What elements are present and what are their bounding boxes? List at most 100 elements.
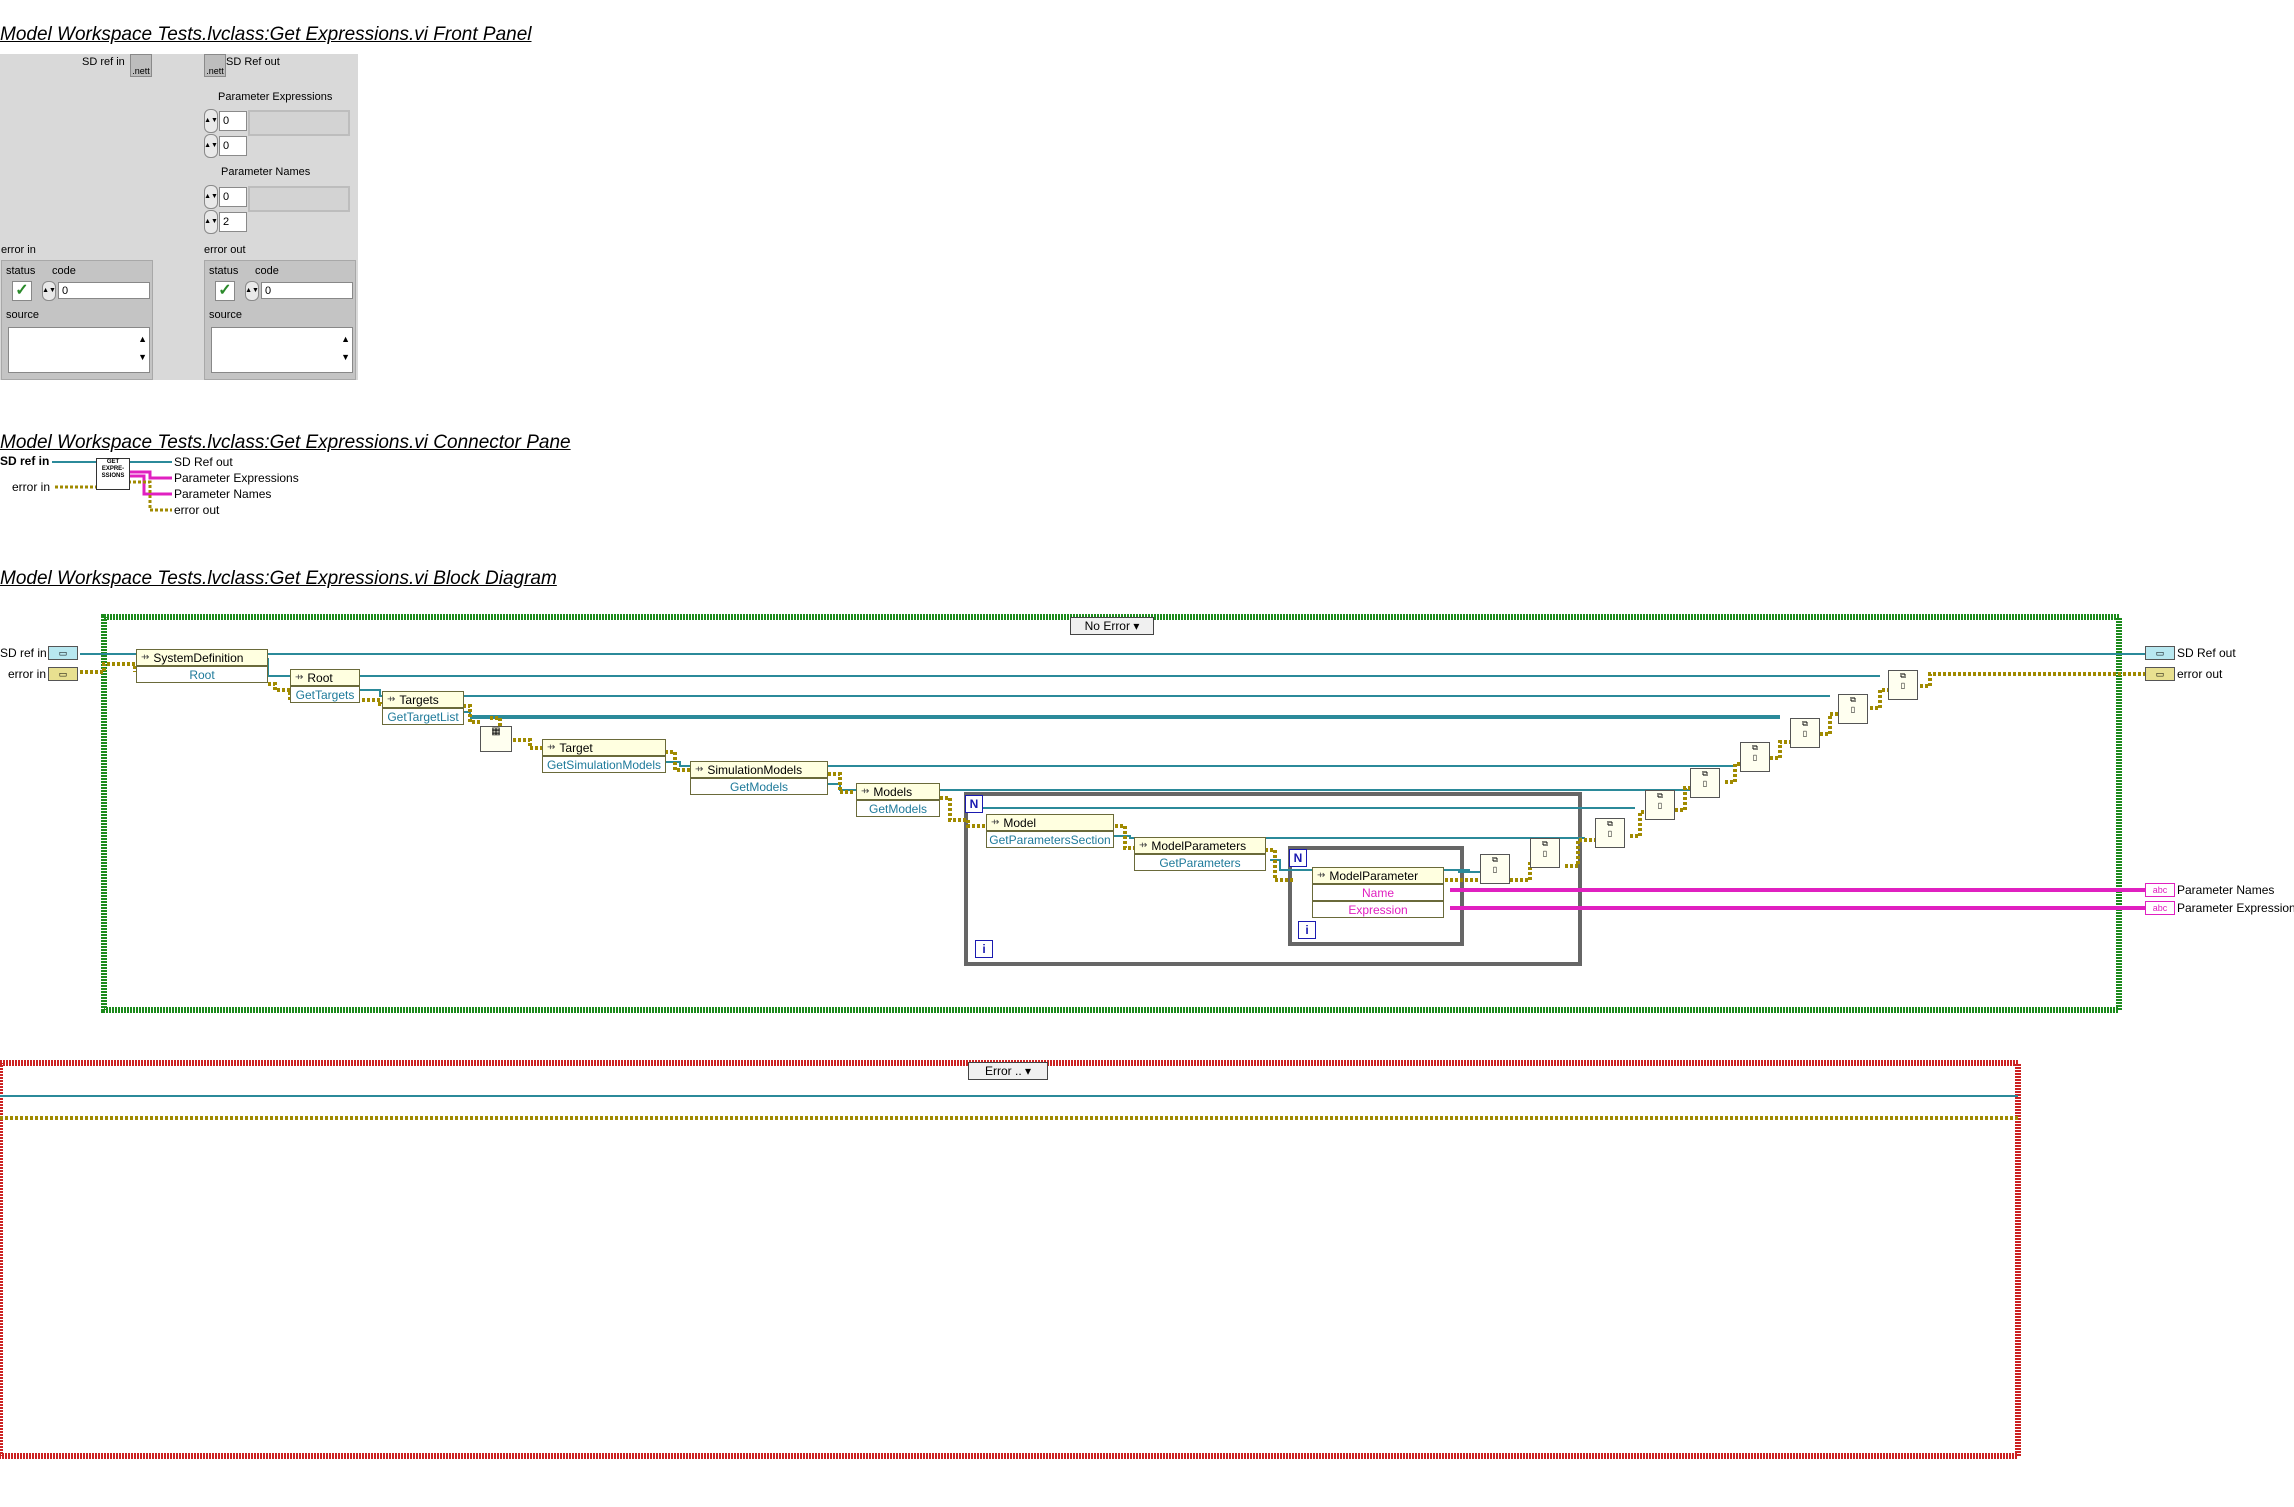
node-label: SystemDefinition [153,650,244,665]
node-system-definition[interactable]: ⇸ SystemDefinition [136,649,268,666]
bd-error-out-label: error out [2177,667,2223,681]
cp-sd-ref-in: SD ref in [0,454,50,468]
node-model-parameter[interactable]: ⇸ ModelParameter [1312,867,1444,884]
spin-icon[interactable]: ▲▼ [204,210,218,234]
node-label: ModelParameter [1329,868,1419,883]
status-check-icon[interactable]: ✓ [12,281,32,301]
node-models[interactable]: ⇸ Models [856,783,940,800]
method-get-target-list[interactable]: GetTargetList [382,708,464,725]
bd-error-in-terminal[interactable]: ▭ [48,667,78,681]
cp-error-in: error in [12,480,51,494]
index-value[interactable]: 2 [219,212,247,232]
spin-icon[interactable]: ▲▼ [204,134,218,158]
bd-param-expr-label: Parameter Expressions [2177,901,2294,915]
cp-error-out: error out [174,503,220,517]
invoke-node-icon: ⇸ [991,817,1000,828]
invoke-node-icon: ⇸ [1139,840,1148,851]
source-label: source [6,309,40,321]
spin-icon[interactable]: ▲▼ [42,281,56,301]
node-targets[interactable]: ⇸ Targets [382,691,464,708]
scroll-arrows-icon[interactable]: ▲ ▼ [341,334,350,362]
close-reference-icon[interactable]: ⧉ ▯ [1690,768,1720,798]
cp-param-names: Parameter Names [174,487,272,501]
method-get-parameters-section[interactable]: GetParametersSection [986,831,1114,848]
invoke-node-icon: ⇸ [547,742,556,753]
for-loop-count-icon: N [1289,849,1307,867]
front-panel-heading: Model Workspace Tests.lvclass:Get Expres… [0,24,532,45]
bd-sd-ref-in-terminal[interactable]: ▭ [48,646,78,660]
node-model[interactable]: ⇸ Model [986,814,1114,831]
bd-param-expr-terminal[interactable]: abc [2145,901,2175,915]
index-array-icon[interactable]: ▦ [480,726,512,752]
case-frame-no-error [101,614,2122,1013]
code-field[interactable]: 0 [58,282,150,299]
param-expr-element [248,110,350,136]
prop-name[interactable]: Name [1312,884,1444,901]
index-value[interactable]: 0 [219,187,247,207]
close-reference-icon[interactable]: ⧉ ▯ [1888,670,1918,700]
close-reference-icon[interactable]: ⧉ ▯ [1790,718,1820,748]
ref-icon-text: .nett [132,66,150,76]
spin-icon[interactable]: ▲▼ [204,109,218,133]
param-expr-index-1[interactable]: ▲▼ 0 [204,109,247,133]
node-label: Models [873,784,913,799]
node-label: Model [1003,815,1037,830]
param-names-index-1[interactable]: ▲▼ 0 [204,185,247,209]
node-label: Root [307,670,333,685]
method-get-models-2[interactable]: GetModels [856,800,940,817]
for-loop-count-icon: N [965,795,983,813]
error-in-cluster[interactable]: status code ✓ ▲▼ 0 source ▲ ▼ [1,260,153,380]
bd-sd-ref-out-terminal[interactable]: ▭ [2145,646,2175,660]
status-label: status [6,265,36,277]
param-expr-label: Parameter Expressions [218,91,333,103]
method-get-simulation-models[interactable]: GetSimulationModels [542,756,666,773]
index-value[interactable]: 0 [219,136,247,156]
scroll-arrows-icon[interactable]: ▲ ▼ [138,334,147,362]
node-label: Target [559,740,593,755]
invoke-node-icon: ⇸ [695,764,704,775]
close-reference-icon[interactable]: ⧉ ▯ [1740,742,1770,772]
case-selector-error[interactable]: Error .. ▾ [968,1062,1048,1080]
ref-icon-text: .nett [206,66,224,76]
status-label: status [209,265,239,277]
prop-root[interactable]: Root [136,666,268,683]
node-label: ModelParameters [1151,838,1247,853]
case-selector-no-error[interactable]: No Error ▾ [1070,617,1154,635]
prop-expression[interactable]: Expression [1312,901,1444,918]
close-reference-icon[interactable]: ⧉ ▯ [1595,818,1625,848]
method-get-models-1[interactable]: GetModels [690,778,828,795]
invoke-node-icon: ⇸ [387,694,396,705]
code-field: 0 [261,282,353,299]
source-field[interactable]: ▲ ▼ [8,327,150,373]
close-reference-icon[interactable]: ⧉ ▯ [1480,854,1510,884]
param-expr-index-2[interactable]: ▲▼ 0 [204,134,247,158]
bd-sd-ref-out-label: SD Ref out [2177,646,2236,660]
method-get-parameters[interactable]: GetParameters [1134,854,1266,871]
for-loop-iteration-icon: i [975,940,993,958]
node-label: SimulationModels [707,762,803,777]
method-get-targets[interactable]: GetTargets [290,686,360,703]
source-field: ▲ ▼ [211,327,353,373]
vi-icon: GET EXPRE-SSIONS [96,458,130,490]
invoke-node-icon: ⇸ [295,672,304,683]
bd-error-in-label: error in [8,667,47,681]
bd-param-names-terminal[interactable]: abc [2145,883,2175,897]
connector-pane-heading: Model Workspace Tests.lvclass:Get Expres… [0,432,571,453]
bd-error-out-terminal[interactable]: ▭ [2145,667,2175,681]
cp-param-expr: Parameter Expressions [174,471,299,485]
node-target[interactable]: ⇸ Target [542,739,666,756]
close-reference-icon[interactable]: ⧉ ▯ [1530,838,1560,868]
node-simulation-models[interactable]: ⇸ SimulationModels [690,761,828,778]
sd-ref-in-control[interactable]: .nett [130,54,152,77]
status-check-icon: ✓ [215,281,235,301]
param-names-index-2[interactable]: ▲▼ 2 [204,210,247,234]
spin-icon[interactable]: ▲▼ [204,185,218,209]
node-root[interactable]: ⇸ Root [290,669,360,686]
case-selector-label: No Error [1084,619,1130,633]
close-reference-icon[interactable]: ⧉ ▯ [1838,694,1868,724]
index-value[interactable]: 0 [219,111,247,131]
param-names-label: Parameter Names [221,166,311,178]
close-reference-icon[interactable]: ⧉ ▯ [1645,790,1675,820]
node-model-parameters[interactable]: ⇸ ModelParameters [1134,837,1266,854]
